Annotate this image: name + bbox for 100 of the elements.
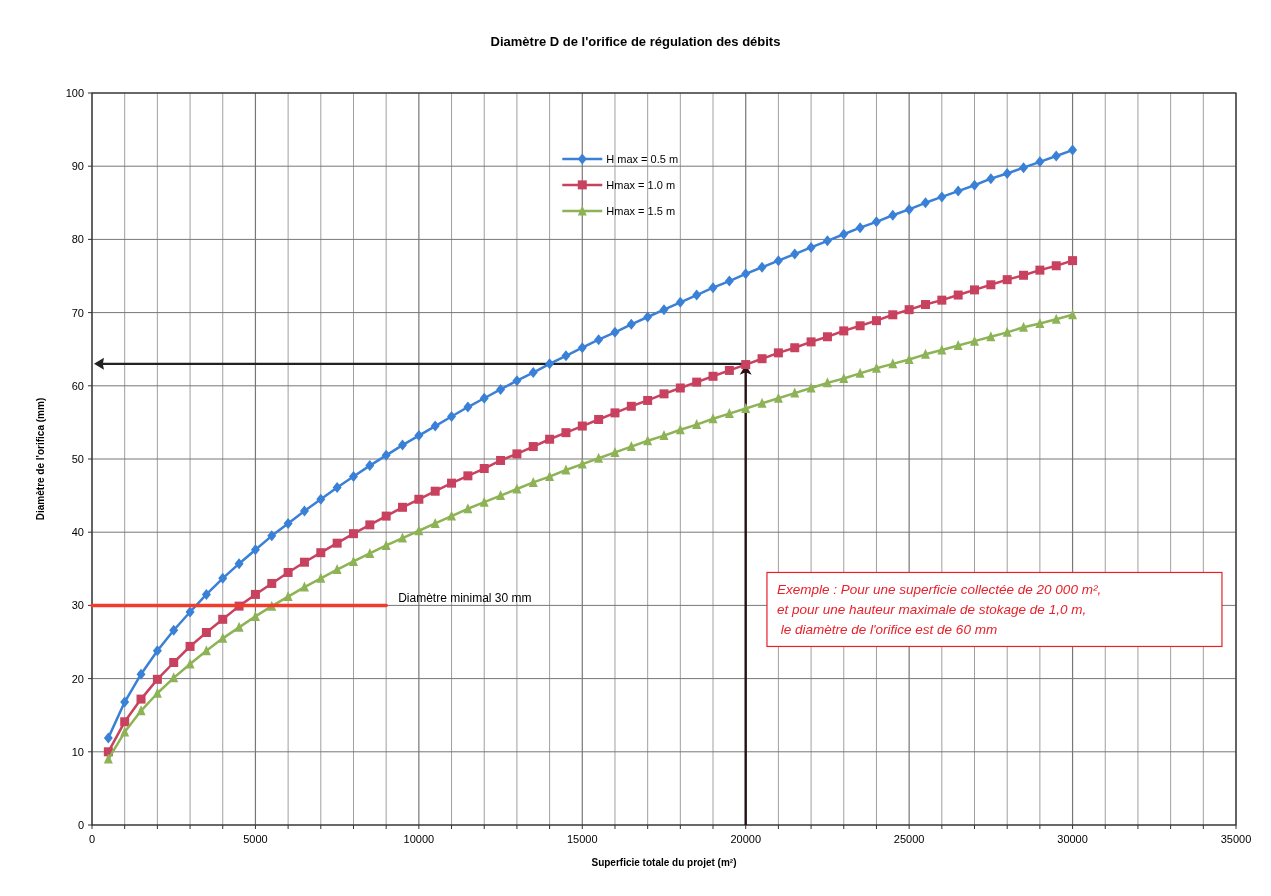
point (970, 179, 980, 191)
point (675, 296, 685, 308)
point (136, 705, 146, 716)
point (741, 268, 751, 280)
y-tick-label: 0 (77, 819, 84, 831)
point (496, 383, 506, 395)
point (479, 464, 489, 474)
point (904, 203, 914, 215)
point (920, 300, 930, 310)
point (822, 235, 832, 247)
point (1051, 261, 1061, 271)
point (920, 348, 930, 359)
point (839, 372, 849, 383)
point (953, 340, 963, 351)
point (545, 434, 555, 444)
point (152, 645, 162, 657)
point (610, 446, 620, 457)
point (920, 197, 930, 209)
point (234, 558, 244, 570)
point (1035, 318, 1045, 329)
point (1002, 326, 1012, 337)
point (806, 337, 816, 347)
x-tick-label: 25000 (893, 833, 925, 845)
point (316, 548, 326, 558)
point (365, 547, 375, 558)
x-axis-title: Superficie totale du projet (m²) (591, 857, 737, 868)
point (888, 310, 898, 320)
point (250, 544, 260, 556)
point (741, 360, 751, 370)
point (692, 289, 702, 301)
y-tick-label: 60 (71, 379, 84, 392)
annotation: Exemple : Pour une superficie collectée de 20 000 m², et pour une hauteur maximale de stokage de 1,0 m, le diamètre de l'orifice est de 60 mm (776, 582, 1105, 638)
point (855, 222, 865, 234)
point (463, 401, 473, 413)
point (937, 344, 947, 355)
point (267, 578, 277, 588)
point (512, 375, 522, 387)
point (806, 382, 816, 393)
point (675, 424, 685, 435)
point (937, 295, 947, 305)
point (152, 674, 162, 684)
point (299, 557, 309, 567)
point (398, 439, 408, 451)
point (937, 191, 947, 203)
point (218, 632, 228, 643)
point (643, 311, 653, 323)
x-tick-label: 10000 (403, 833, 435, 845)
point (773, 392, 783, 403)
point (201, 588, 211, 600)
point (757, 397, 767, 408)
point (577, 342, 587, 354)
point (430, 420, 440, 432)
point (871, 216, 881, 228)
y-axis-title: Diamètre de l'orifica (mm) (35, 397, 46, 521)
point (169, 624, 179, 636)
y-tick-label: 100 (65, 87, 84, 99)
point (561, 350, 571, 362)
annotation: Diamètre minimal 30 mm (398, 591, 532, 606)
point (757, 354, 767, 364)
point (283, 591, 293, 602)
point (904, 353, 914, 364)
point (201, 627, 211, 637)
point (398, 502, 408, 512)
point (986, 173, 996, 185)
point (806, 241, 816, 253)
x-tick-label: 35000 (1220, 833, 1252, 845)
point (757, 261, 767, 273)
legend-label: Hmax = 1.5 m (606, 204, 676, 217)
point (169, 658, 179, 667)
point (1068, 256, 1078, 266)
point (659, 430, 669, 441)
point (332, 538, 342, 548)
point (299, 581, 309, 592)
point (528, 476, 538, 487)
point (594, 334, 604, 346)
point (103, 732, 113, 744)
point (626, 318, 636, 330)
point (594, 414, 604, 424)
x-tick-label: 15000 (566, 833, 598, 845)
point (414, 430, 424, 442)
point (447, 478, 457, 488)
point (741, 402, 751, 413)
point (904, 305, 914, 315)
point (120, 717, 130, 727)
point (299, 505, 309, 517)
point (986, 280, 996, 290)
point (316, 572, 326, 583)
point (103, 753, 113, 764)
point (120, 696, 130, 708)
point (365, 520, 375, 530)
point (561, 428, 571, 438)
point (250, 589, 260, 599)
point (953, 185, 963, 197)
point (871, 362, 881, 373)
chart-title: Diamètre D de l'orifice de régulation des débits (490, 34, 781, 49)
point (332, 482, 342, 494)
point (953, 290, 963, 300)
point (577, 458, 587, 469)
x-tick-label: 30000 (1057, 833, 1088, 845)
point (610, 408, 620, 418)
